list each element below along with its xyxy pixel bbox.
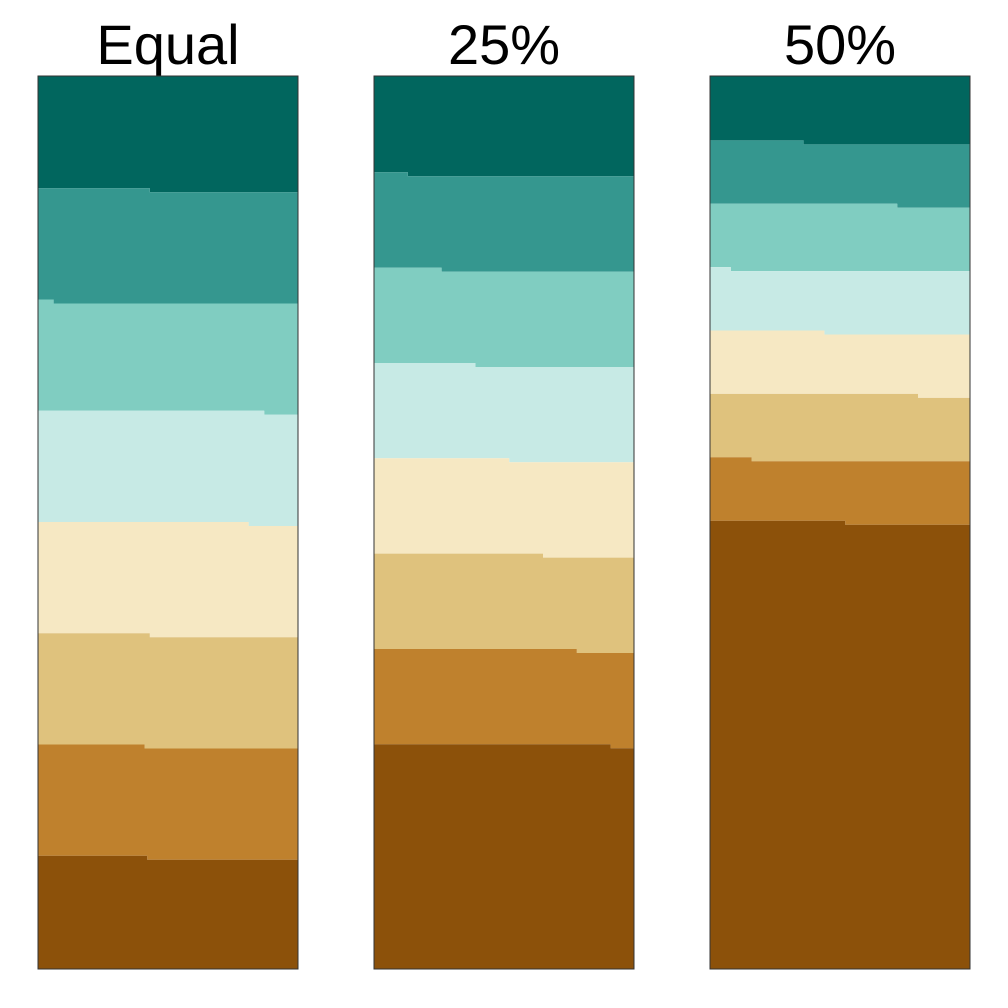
- layer-2: [38, 188, 298, 304]
- panel-frame: [709, 75, 971, 970]
- layer-4: [38, 410, 298, 526]
- layer-3: [38, 299, 298, 415]
- layer-top-band: [38, 76, 298, 79]
- layer-7: [710, 457, 970, 525]
- layer-8: [38, 855, 298, 969]
- layer-3: [374, 267, 634, 367]
- layer-top-band: [374, 76, 634, 79]
- layer-6: [38, 633, 298, 749]
- layer-1: [38, 79, 298, 193]
- layer-6: [374, 553, 634, 653]
- layer-2: [710, 140, 970, 208]
- layer-7: [374, 649, 634, 749]
- layer-8: [374, 744, 634, 969]
- panel-title-50: 50%: [784, 13, 896, 76]
- layer-6: [710, 393, 970, 462]
- panel-title-25: 25%: [448, 13, 560, 76]
- layer-1: [710, 79, 970, 145]
- panel-50-layers: [709, 75, 971, 970]
- layer-5: [38, 522, 298, 638]
- layer-top-band: [710, 76, 970, 79]
- layer-4: [710, 267, 970, 335]
- layer-1: [374, 79, 634, 177]
- panel-equal: Equal: [37, 13, 299, 970]
- layer-3: [710, 203, 970, 272]
- panel-25: 25%: [373, 13, 635, 970]
- layer-5: [710, 330, 970, 398]
- panel-title-equal: Equal: [96, 13, 239, 76]
- layer-5: [374, 458, 634, 558]
- layer-4: [374, 363, 634, 463]
- panel-frame: [373, 75, 635, 970]
- layer-7: [38, 744, 298, 860]
- panel-50: 50%: [709, 13, 971, 970]
- layer-2: [374, 172, 634, 272]
- panel-equal-layers: [37, 75, 299, 970]
- panel-25-layers: [373, 75, 635, 970]
- panel-frame: [37, 75, 299, 970]
- layer-8: [710, 520, 970, 969]
